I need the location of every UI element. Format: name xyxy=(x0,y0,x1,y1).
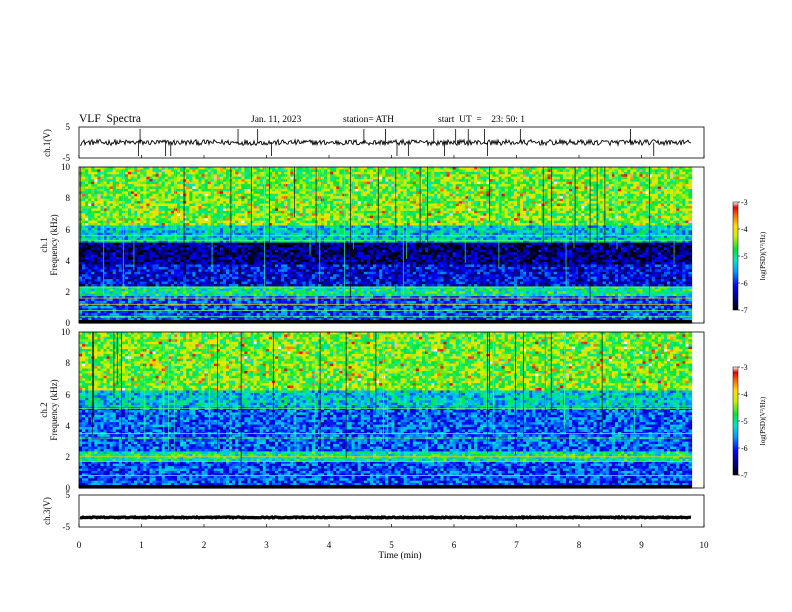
ch2-freq-tick-2: 2 xyxy=(66,452,71,462)
ch1-ytick-top: 5 xyxy=(66,122,71,132)
colorbar-tick-label: -6 xyxy=(741,444,748,453)
colorbar-tick-label: -6 xyxy=(741,279,748,288)
ch3-ytick-bottom: -5 xyxy=(63,522,71,532)
time-tick-label: 5 xyxy=(389,540,394,550)
colorbar-gradient xyxy=(733,202,738,310)
colorbar-tick-label: -3 xyxy=(741,198,748,207)
time-axis-label: Time (min) xyxy=(378,550,421,561)
colorbar-tick-label: -4 xyxy=(741,225,748,234)
ch1-freq-tick-2: 2 xyxy=(66,287,71,297)
colorbar-tick-label: -5 xyxy=(741,417,748,426)
ch1-spectrogram-panel: 0 2 4 6 8 10 ch.1Frequency (kHz) xyxy=(39,162,704,328)
ch1-freq-tick-10: 10 xyxy=(61,162,71,172)
ch3-waveform-frame xyxy=(79,495,704,527)
time-tick-label: 7 xyxy=(514,540,519,550)
time-tick-label: 8 xyxy=(577,540,582,550)
ch3-waveform-trace xyxy=(80,517,691,518)
colorbar-label: log(PSD)(V²/Hz) xyxy=(759,231,767,280)
colorbar-gradient xyxy=(733,367,738,475)
colorbar-label: log(PSD)(V²/Hz) xyxy=(759,396,767,445)
time-tick-label: 2 xyxy=(202,540,207,550)
time-tick-label: 10 xyxy=(700,540,710,550)
colorbar-tick-label: -4 xyxy=(741,390,748,399)
ch3-ytick-top: 5 xyxy=(66,490,71,500)
time-tick-label: 6 xyxy=(452,540,457,550)
ch2-freq-tick-10: 10 xyxy=(61,327,71,337)
ch1-spectrogram-ylabel: ch.1Frequency (kHz) xyxy=(39,214,59,275)
ch3-waveform-ylabel: ch.3(V) xyxy=(42,497,52,525)
ch1-waveform-trace xyxy=(80,129,691,156)
colorbar-tick-label: -7 xyxy=(741,306,748,315)
ch1-freq-tick-6: 6 xyxy=(66,225,71,235)
ch2-spectrogram-image xyxy=(79,332,692,489)
ch2-freq-tick-8: 8 xyxy=(66,358,71,368)
ch2-colorbar: -3 -4 -5 -6 -7 log(PSD)(V²/Hz) xyxy=(733,363,767,480)
time-tick-label: 9 xyxy=(639,540,644,550)
ch2-freq-tick-4: 4 xyxy=(66,421,71,431)
colorbar-tick-label: -7 xyxy=(741,471,748,480)
ch2-freq-tick-6: 6 xyxy=(66,390,71,400)
ch2-spectrogram-panel: 0 2 4 6 8 10 ch.2Frequency (kHz) xyxy=(39,327,704,493)
time-tick-label: 3 xyxy=(264,540,269,550)
ch1-spectrogram-image xyxy=(79,167,692,324)
colorbar-tick-label: -3 xyxy=(741,363,748,372)
colorbar-tick-label: -5 xyxy=(741,252,748,261)
ch1-colorbar: -3 -4 -5 -6 -7 log(PSD)(V²/Hz) xyxy=(733,198,767,315)
time-tick-label: 1 xyxy=(139,540,144,550)
time-tick-label: 0 xyxy=(77,540,82,550)
time-tick-label: 4 xyxy=(327,540,332,550)
ch1-freq-tick-8: 8 xyxy=(66,193,71,203)
wave3-line xyxy=(80,517,691,518)
ch2-spectrogram-ylabel: ch.2Frequency (kHz) xyxy=(39,379,59,440)
ch1-waveform-ylabel: ch.1(V) xyxy=(42,129,52,157)
ch1-freq-tick-4: 4 xyxy=(66,256,71,266)
